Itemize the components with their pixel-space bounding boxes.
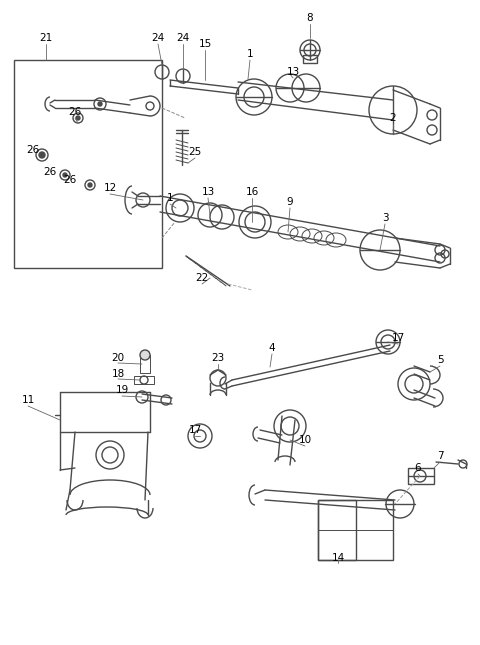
Text: 18: 18 xyxy=(111,369,125,379)
Text: 26: 26 xyxy=(68,107,82,117)
Text: 3: 3 xyxy=(382,213,388,223)
Text: 23: 23 xyxy=(211,353,225,363)
Text: 25: 25 xyxy=(188,147,202,157)
Text: 1: 1 xyxy=(167,193,173,203)
Bar xyxy=(408,468,434,484)
Text: 1: 1 xyxy=(247,49,253,59)
Text: 11: 11 xyxy=(22,395,35,405)
Bar xyxy=(14,60,162,268)
Text: 14: 14 xyxy=(331,553,345,563)
Text: 24: 24 xyxy=(176,33,190,43)
Text: 7: 7 xyxy=(437,451,444,461)
Text: 10: 10 xyxy=(299,435,312,445)
Bar xyxy=(318,500,393,560)
Text: 21: 21 xyxy=(39,33,53,43)
Text: 13: 13 xyxy=(202,187,215,197)
Text: 26: 26 xyxy=(63,175,77,185)
Text: 26: 26 xyxy=(26,145,40,155)
Text: 19: 19 xyxy=(115,385,129,395)
Text: 26: 26 xyxy=(43,167,57,177)
Text: 13: 13 xyxy=(287,67,300,77)
Text: 5: 5 xyxy=(437,355,444,365)
Circle shape xyxy=(88,183,92,187)
Text: 17: 17 xyxy=(391,333,405,343)
Text: 4: 4 xyxy=(269,343,276,353)
Circle shape xyxy=(140,350,150,360)
Text: 24: 24 xyxy=(151,33,165,43)
Text: 2: 2 xyxy=(390,113,396,123)
Bar xyxy=(318,500,356,560)
Text: 16: 16 xyxy=(245,187,259,197)
Text: 17: 17 xyxy=(188,425,202,435)
Circle shape xyxy=(98,102,102,106)
Bar xyxy=(134,376,154,384)
Text: 6: 6 xyxy=(415,463,421,473)
Bar xyxy=(303,55,317,63)
Text: 12: 12 xyxy=(103,183,117,193)
Text: 8: 8 xyxy=(307,13,313,23)
Text: 20: 20 xyxy=(111,353,125,363)
Circle shape xyxy=(63,173,67,177)
Circle shape xyxy=(39,152,45,158)
Circle shape xyxy=(76,116,80,120)
Text: 9: 9 xyxy=(287,197,293,207)
Bar xyxy=(140,355,150,373)
Text: 22: 22 xyxy=(195,273,209,283)
Text: 15: 15 xyxy=(198,39,212,49)
